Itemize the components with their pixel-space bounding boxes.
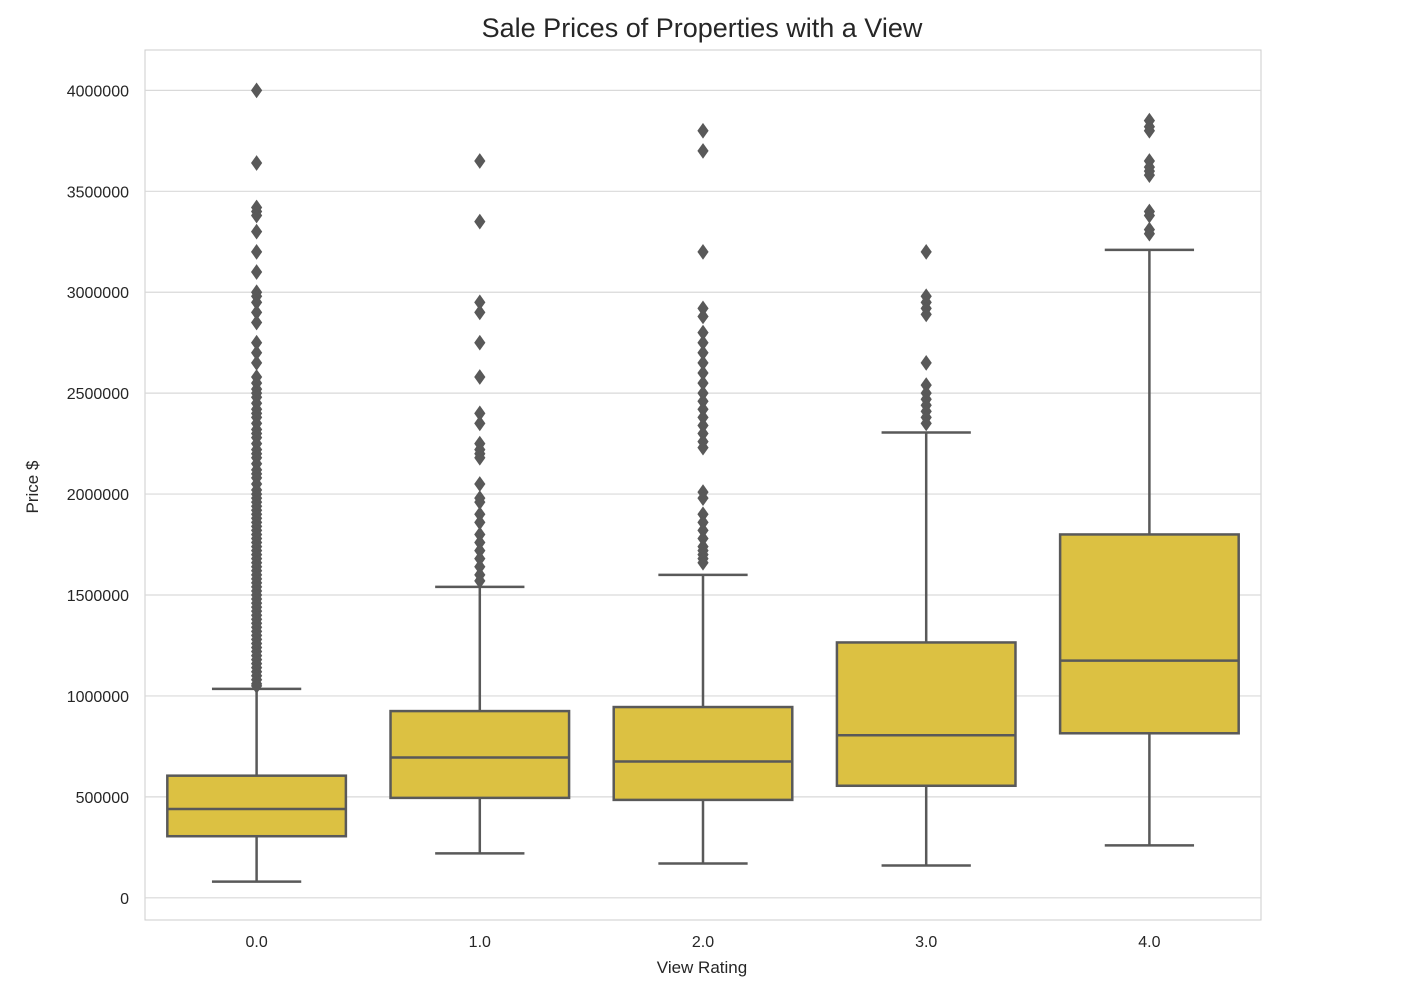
y-tick-label: 2000000 [67,487,129,504]
x-tick-label: 4.0 [1138,934,1160,951]
iqr-box [166,774,348,838]
box-group-0.0 [166,82,348,883]
x-axis-ticks: 0.0 1.0 2.0 3.0 4.0 [245,934,1160,951]
outlier-point [474,304,486,321]
outlier-point [474,573,486,589]
outlier-point [250,207,263,224]
outlier-point [250,223,263,240]
x-tick-label: 3.0 [915,934,937,951]
outlier-point [697,554,709,571]
y-axis-ticks: 0 500000 1000000 1500000 2000000 2500000 30000… [67,83,129,907]
y-tick-label: 3000000 [67,285,129,302]
outlier-point [697,439,709,456]
plot-frame [144,49,1262,921]
y-tick-label: 3500000 [67,184,129,201]
box-group-1.0 [389,153,571,855]
outlier-point [250,155,263,171]
y-tick-label: 0 [120,891,129,908]
outlier-point [697,308,709,325]
iqr-box [612,705,794,802]
x-tick-label: 1.0 [469,934,491,951]
iqr-box [389,709,571,800]
box-group-4.0 [1058,112,1240,847]
box-group-2.0 [612,122,794,865]
y-tick-label: 500000 [76,790,129,807]
outlier-point [920,243,932,260]
outlier-point [250,314,263,331]
outlier-point [920,355,932,371]
y-tick-label: 1000000 [67,689,129,706]
outlier-point [1143,167,1156,184]
x-axis-label: View Rating [657,958,747,977]
outlier-point [250,677,263,694]
outlier-point [920,415,932,432]
x-tick-label: 0.0 [245,934,267,951]
chart-title: Sale Prices of Properties with a View [482,13,923,43]
outlier-point [1143,122,1156,139]
plot-area: 0 500000 1000000 1500000 2000000 2500000 30000… [67,49,1262,951]
box-series [166,82,1240,883]
y-axis-label: Price $ [23,460,42,513]
outlier-point [250,264,263,280]
outlier-point [697,122,709,139]
box-group-3.0 [835,243,1017,867]
outlier-point [920,306,932,323]
outlier-point [250,243,263,260]
y-tick-label: 1500000 [67,588,129,605]
outlier-point [474,334,486,351]
iqr-box [1058,533,1240,735]
iqr-box [835,641,1017,788]
outlier-point [474,369,486,385]
y-tick-label: 2500000 [67,386,129,403]
outlier-point [474,415,486,432]
outlier-point [1143,225,1156,242]
y-tick-label: 4000000 [67,83,129,100]
outlier-point [250,82,263,99]
outlier-point [697,490,709,506]
outlier-point [474,153,486,169]
outlier-point [474,449,486,466]
outlier-point [697,143,709,159]
outlier-point [474,213,486,230]
outlier-point [697,243,709,260]
x-tick-label: 2.0 [692,934,714,951]
